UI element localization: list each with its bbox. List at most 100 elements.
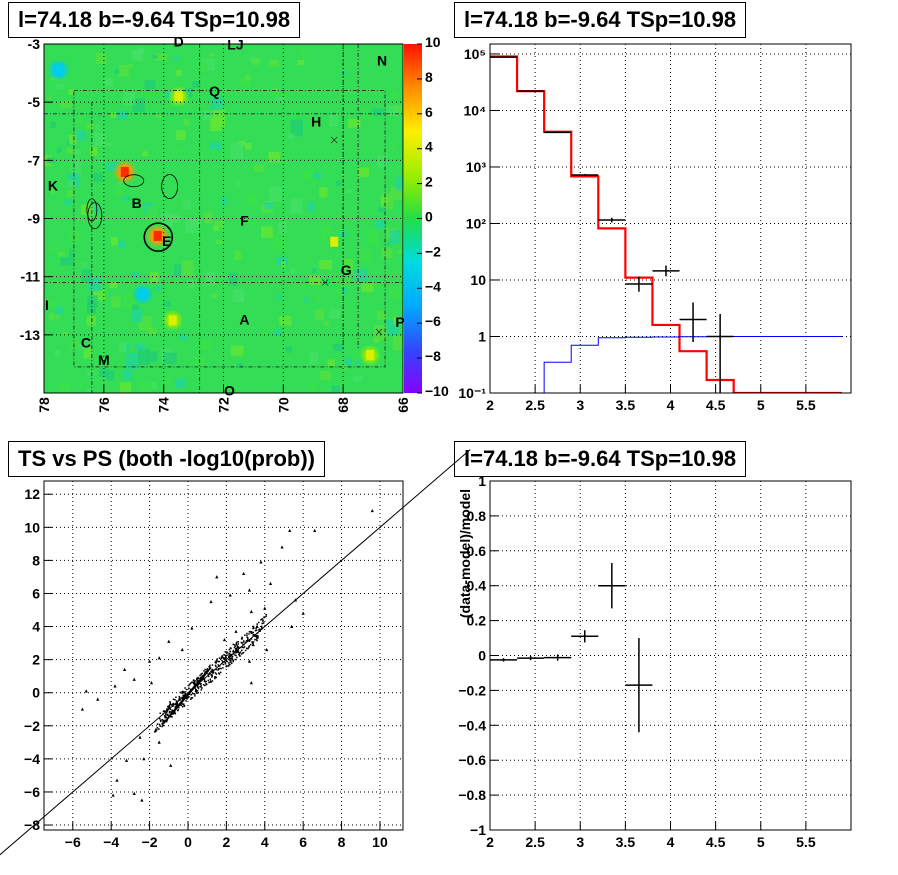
- map-pixel: [46, 96, 52, 101]
- scatter-point: [301, 611, 305, 615]
- map-pixel: [228, 272, 239, 286]
- map-pixel: [74, 117, 84, 125]
- map-hotspot: [138, 289, 147, 300]
- map-pixel: [163, 352, 177, 364]
- map-pixel: [274, 329, 282, 336]
- map-pixel: [106, 142, 113, 146]
- map-pixel: [106, 370, 115, 381]
- map-pixel: [181, 260, 194, 276]
- map-pixel: [328, 114, 338, 127]
- map-pixel: [315, 294, 322, 300]
- map-pixel: [221, 196, 228, 206]
- map-pixel: [126, 196, 131, 201]
- map-pixel: [132, 309, 143, 322]
- y-tick-label: 0.2: [467, 613, 487, 629]
- map-pixel: [230, 345, 244, 356]
- map-pixel: [204, 271, 216, 286]
- map-pixel: [66, 147, 77, 155]
- map-pixel: [123, 343, 130, 351]
- scatter-point: [190, 626, 194, 630]
- map-pixel: [244, 142, 252, 150]
- map-pixel: [290, 198, 303, 214]
- y-tick-label: 6: [32, 585, 40, 601]
- map-pixel: [303, 297, 309, 302]
- map-pixel: [391, 90, 398, 99]
- map-pixel: [310, 384, 319, 391]
- map-pixel: [48, 312, 55, 321]
- map-pixel: [132, 302, 138, 306]
- map-pixel: [356, 360, 361, 366]
- map-pixel: [95, 52, 107, 64]
- x-tick-label: 5.5: [796, 834, 816, 850]
- colorbar-tick-label: 4: [425, 139, 433, 155]
- map-pixel: [67, 180, 76, 188]
- map-pixel: [165, 90, 176, 98]
- scatter-point: [249, 609, 253, 614]
- x-tick-label: 68: [335, 397, 351, 413]
- map-pixel: [211, 293, 218, 299]
- map-pixel: [389, 229, 401, 244]
- map-pixel: [62, 331, 68, 337]
- map-pixel: [175, 69, 182, 76]
- map-pixel: [119, 64, 129, 77]
- map-pixel: [272, 88, 277, 92]
- x-tick-label: 3: [576, 834, 584, 850]
- map-pixel: [187, 279, 195, 289]
- colorbar-tick-label: 0: [425, 209, 433, 225]
- scatter-point: [251, 642, 255, 647]
- background-histogram: [490, 335, 842, 393]
- x-tick-label: 3: [576, 397, 584, 413]
- map-pixel: [342, 71, 347, 75]
- map-pixel: [154, 284, 163, 291]
- map-pixel: [185, 218, 198, 234]
- map-pixel: [81, 269, 92, 283]
- map-pixel: [329, 308, 341, 319]
- map-pixel: [132, 304, 139, 311]
- y-tick-label: 0.8: [467, 508, 487, 524]
- spectrum-panel: 2 2.5 3 3.5 4 4.5 5 5.5 10⁻¹ 1 10 10² 10³ 10⁴ 10⁵: [458, 43, 852, 413]
- x-tick-label: 10: [372, 834, 388, 850]
- map-pixel: [109, 282, 118, 289]
- map-pixel: [268, 59, 280, 67]
- map-pixel: [290, 119, 303, 137]
- map-pixel: [142, 151, 148, 157]
- scatter-point: [80, 707, 84, 711]
- map-pixel: [325, 366, 331, 371]
- map-pixel: [77, 384, 83, 390]
- map-pixel: [83, 347, 93, 359]
- x-tick-label: 5: [757, 397, 765, 413]
- x-tick-label: 72: [216, 397, 232, 413]
- map-pixel: [73, 148, 81, 156]
- map-pixel: [122, 92, 135, 106]
- scatter-point: [288, 528, 292, 533]
- x-tick-label: 4: [667, 834, 675, 850]
- map-pixel: [308, 351, 319, 365]
- map-pixel: [312, 172, 322, 179]
- map-pixel: [203, 110, 212, 120]
- map-pixel: [236, 180, 241, 187]
- map-pixel: [204, 212, 213, 224]
- y-tick-label: 10: [470, 272, 486, 288]
- scatter-point: [222, 637, 227, 642]
- scatter-point: [147, 659, 152, 663]
- map-pixel: [375, 220, 385, 229]
- map-pixel: [87, 298, 92, 305]
- colorbar-tick-label: 6: [425, 104, 433, 120]
- map-pixel: [334, 287, 345, 297]
- y-tick-label: 10³: [466, 159, 487, 175]
- scatter-point: [167, 639, 171, 643]
- source-cross: [321, 279, 329, 286]
- colorbar-tick-label: −6: [425, 313, 441, 329]
- plot-content: [490, 481, 851, 830]
- map-pixel: [128, 64, 134, 68]
- map-pixel: [78, 344, 87, 351]
- map-pixel: [73, 157, 79, 163]
- map-pixel: [123, 294, 135, 310]
- scatter-point: [111, 793, 115, 797]
- model-histogram: [490, 55, 842, 393]
- x-tick-label: 4.5: [706, 834, 726, 850]
- scatter-point: [149, 680, 154, 685]
- y-tick-label: 10⁵: [464, 46, 486, 62]
- reference-line: [0, 449, 471, 856]
- map-pixel: [56, 83, 65, 90]
